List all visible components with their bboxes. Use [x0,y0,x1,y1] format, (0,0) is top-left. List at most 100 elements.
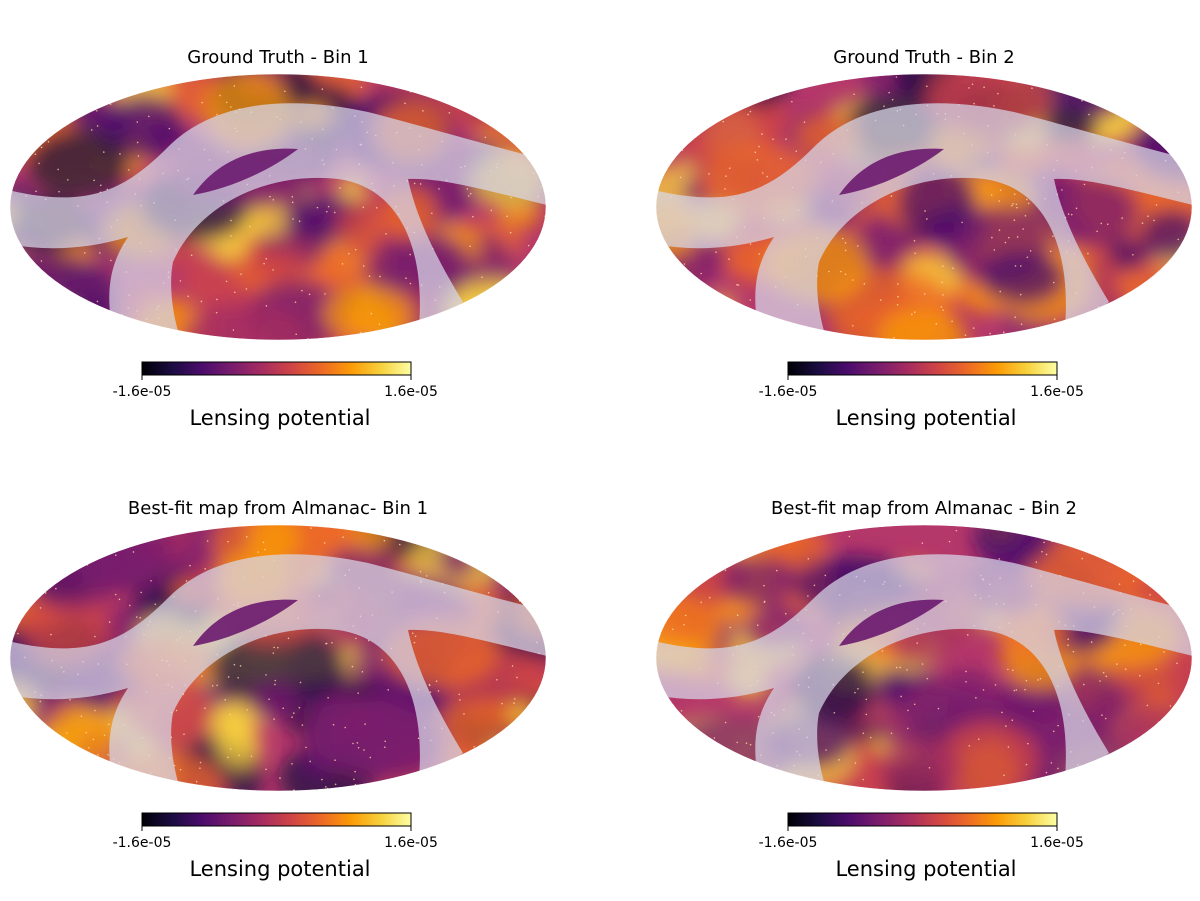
speckle [185,580,188,582]
speckle [150,579,152,582]
speckle [741,324,743,327]
speckle [754,90,757,92]
speckle [325,642,328,645]
speckle [709,596,711,599]
speckle [1014,316,1017,318]
speckle [1107,556,1110,558]
speckle [911,313,913,316]
speckle [148,81,150,84]
speckle [772,138,774,141]
speckle [1013,193,1016,196]
speckle [526,309,529,312]
speckle [108,723,110,726]
speckle [45,320,48,322]
speckle [698,538,700,541]
speckle [906,669,908,671]
speckle [323,542,326,544]
speckle [114,334,117,337]
speckle [747,113,749,116]
speckle [1016,236,1019,238]
speckle [90,324,92,327]
speckle [298,220,301,223]
speckle [238,754,241,757]
speckle [784,612,787,615]
field-blob [733,74,791,109]
speckle [34,153,37,156]
panel-3: Best-fit map from Almanac- Bin 1 -1.6e-05… [9,498,547,881]
speckle [409,253,411,256]
speckle [965,790,968,791]
colorbar-min-label: -1.6e-05 [113,835,172,851]
speckle [121,83,124,86]
speckle [1157,682,1160,685]
speckle [448,112,451,114]
speckle [496,75,499,78]
speckle [865,713,868,716]
speckle [139,616,142,619]
field-blob [1164,760,1192,783]
colorbar-min-label: -1.6e-05 [759,835,818,851]
speckle [689,306,692,308]
speckle [865,698,868,701]
speckle [670,305,672,308]
speckle [29,724,32,727]
speckle [38,162,40,165]
field-blob [10,748,34,769]
speckle [698,782,701,784]
speckle [227,676,230,678]
speckle [669,280,671,283]
speckle [114,593,117,596]
speckle [1067,638,1069,640]
speckle [836,786,839,788]
speckle [299,681,302,684]
speckle [536,611,538,613]
field-blob [446,278,529,335]
speckle [736,614,739,617]
speckle [292,712,295,714]
speckle [1180,263,1183,266]
speckle [1104,333,1106,336]
speckle [47,140,50,143]
speckle [136,141,139,144]
speckle [719,84,722,87]
speckle [262,541,265,544]
speckle [459,699,461,701]
speckle [431,212,433,215]
speckle [756,312,758,315]
speckle [458,693,461,696]
speckle [1126,113,1129,115]
speckle [211,685,214,687]
speckle [1149,594,1151,596]
mask-band [656,103,1192,340]
speckle [1019,293,1022,296]
speckle [1043,541,1045,544]
speckle [1011,204,1013,207]
speckle [754,151,757,154]
speckle [758,320,760,322]
colorbar-gradient [787,812,1058,827]
field-blob [720,556,799,606]
speckle [97,754,99,756]
panel-4: Best-fit map from Almanac - Bin 2 -1.6e-0… [655,498,1193,881]
field-blob [508,658,546,690]
speckle [1058,331,1061,334]
speckle [1015,689,1018,691]
speckle [384,740,387,743]
speckle [1026,256,1029,259]
speckle [766,175,768,178]
speckle [897,295,899,298]
speckle [863,283,866,285]
speckle [352,742,354,745]
speckle [535,784,538,787]
speckle [458,556,461,558]
speckle [999,290,1002,293]
speckle [1020,323,1023,325]
speckle [983,86,985,89]
speckle [740,323,742,326]
speckle [284,90,286,93]
speckle [94,709,96,712]
speckle [921,663,924,665]
speckle [71,91,73,94]
speckle [237,677,239,679]
speckle [137,155,140,157]
